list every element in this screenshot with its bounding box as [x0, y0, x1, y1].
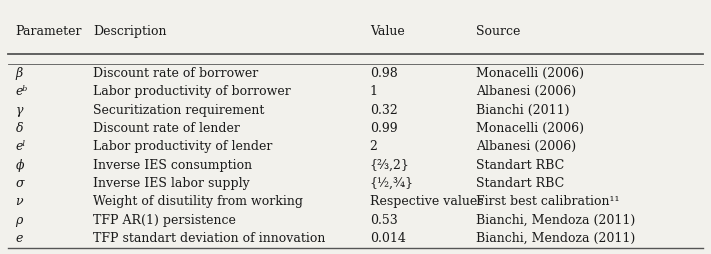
- Text: Labor productivity of lender: Labor productivity of lender: [93, 140, 273, 153]
- Text: Inverse IES consumption: Inverse IES consumption: [93, 158, 252, 171]
- Text: Parameter: Parameter: [16, 25, 82, 38]
- Text: Weight of disutility from working: Weight of disutility from working: [93, 195, 304, 208]
- Text: Source: Source: [476, 25, 520, 38]
- Text: Albanesi (2006): Albanesi (2006): [476, 85, 576, 98]
- Text: {⅔,2}: {⅔,2}: [370, 158, 410, 171]
- Text: σ: σ: [16, 177, 24, 190]
- Text: 1: 1: [370, 85, 378, 98]
- Text: β: β: [16, 67, 23, 80]
- Text: Labor productivity of borrower: Labor productivity of borrower: [93, 85, 292, 98]
- Text: δ: δ: [16, 122, 23, 135]
- Text: Monacelli (2006): Monacelli (2006): [476, 67, 584, 80]
- Text: 0.99: 0.99: [370, 122, 397, 135]
- Text: Securitization requirement: Securitization requirement: [93, 104, 264, 117]
- Text: {½,¾}: {½,¾}: [370, 177, 414, 190]
- Text: 0.32: 0.32: [370, 104, 397, 117]
- Text: Monacelli (2006): Monacelli (2006): [476, 122, 584, 135]
- Text: First best calibration¹¹: First best calibration¹¹: [476, 195, 619, 208]
- Text: TFP AR(1) persistence: TFP AR(1) persistence: [93, 214, 236, 227]
- Text: Bianchi, Mendoza (2011): Bianchi, Mendoza (2011): [476, 232, 635, 245]
- Text: γ: γ: [16, 104, 23, 117]
- Text: e: e: [16, 232, 23, 245]
- Text: Albanesi (2006): Albanesi (2006): [476, 140, 576, 153]
- Text: Standart RBC: Standart RBC: [476, 158, 564, 171]
- Text: ϕ: ϕ: [16, 158, 24, 171]
- Text: 0.014: 0.014: [370, 232, 405, 245]
- Text: ρ: ρ: [16, 214, 23, 227]
- Text: 2: 2: [370, 140, 378, 153]
- Text: Inverse IES labor supply: Inverse IES labor supply: [93, 177, 250, 190]
- Text: Value: Value: [370, 25, 405, 38]
- Text: ν: ν: [16, 195, 23, 208]
- Text: Bianchi, Mendoza (2011): Bianchi, Mendoza (2011): [476, 214, 635, 227]
- Text: TFP standart deviation of innovation: TFP standart deviation of innovation: [93, 232, 326, 245]
- Text: eˡ: eˡ: [16, 140, 26, 153]
- Text: eᵇ: eᵇ: [16, 85, 28, 98]
- Text: Discount rate of borrower: Discount rate of borrower: [93, 67, 259, 80]
- Text: Discount rate of lender: Discount rate of lender: [93, 122, 240, 135]
- Text: Bianchi (2011): Bianchi (2011): [476, 104, 570, 117]
- Text: 0.53: 0.53: [370, 214, 397, 227]
- Text: 0.98: 0.98: [370, 67, 397, 80]
- Text: Standart RBC: Standart RBC: [476, 177, 564, 190]
- Text: Respective values: Respective values: [370, 195, 483, 208]
- Text: Description: Description: [93, 25, 167, 38]
